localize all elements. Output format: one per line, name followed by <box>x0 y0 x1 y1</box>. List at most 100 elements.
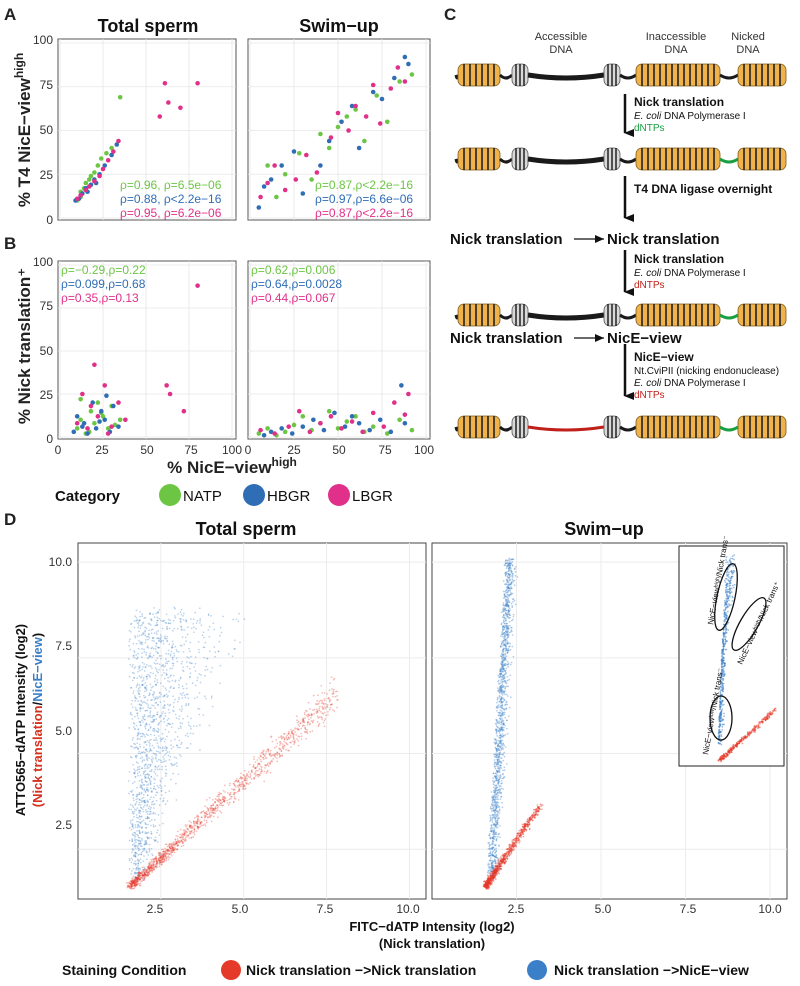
point-nick-nicev-swim <box>505 612 507 615</box>
point-nick-nick-total <box>161 856 163 859</box>
point-nick-nick-total <box>166 848 169 851</box>
point-nick-nicev-swim <box>502 722 505 725</box>
data-point-lbgr <box>102 383 108 388</box>
point-nick-nick-total <box>196 822 198 824</box>
point-nick-nick-total <box>185 830 187 832</box>
point-nick-nick-total <box>316 715 319 718</box>
point-nick-nicev-swim <box>501 726 504 729</box>
point-nick-nick-total <box>246 777 248 780</box>
point-nick-nicev-swim <box>496 709 498 712</box>
data-point-lbgr <box>318 420 323 426</box>
point-nick-nicev-total <box>196 619 199 622</box>
point-nick-nicev-swim <box>507 559 509 562</box>
data-point-natp <box>409 72 415 77</box>
data-point-natp <box>397 79 402 84</box>
point-nick-nick-total <box>187 828 189 831</box>
point-nick-nick-total <box>204 815 207 817</box>
point-nick-nicev-swim <box>490 873 492 876</box>
point-nick-nick-total <box>183 838 185 841</box>
point-nick-nick-total <box>134 879 137 882</box>
data-point-lbgr <box>74 196 80 202</box>
ytick-b-75: 75 <box>40 299 54 313</box>
point-nick-nicev-total <box>132 867 135 870</box>
point-nick-nicev-total <box>149 711 152 714</box>
point-nick-nicev-swim <box>495 754 498 756</box>
point-nick-nicev-total <box>133 626 136 629</box>
point-nick-nicev-swim <box>501 626 504 629</box>
point-nick-nick-total <box>323 699 326 702</box>
dna-linker <box>619 157 637 164</box>
point-nick-nicev-swim <box>497 866 500 868</box>
point-nick-nicev-total <box>146 767 148 770</box>
point-nick-nick-total <box>245 775 248 778</box>
point-nick-nicev-total <box>154 674 157 677</box>
point-nick-nick-total <box>233 784 236 787</box>
point-nick-nicev-swim <box>504 595 507 598</box>
point-nick-nicev-swim <box>499 764 502 767</box>
point-nick-nicev-swim <box>489 852 492 855</box>
point-nick-nick-total <box>133 879 136 882</box>
point-nick-nicev-swim <box>499 728 502 731</box>
point-nick-nick-total <box>307 721 309 723</box>
point-nick-nick-total <box>209 809 212 812</box>
point-nick-nicev-total <box>138 821 141 824</box>
point-nick-nicev-swim <box>501 710 503 713</box>
point-nick-nick-total <box>148 868 151 870</box>
point-nick-nicev-swim <box>499 705 501 708</box>
point-nick-nicev-swim <box>504 611 507 614</box>
point-nick-nicev-total <box>146 740 149 742</box>
point-nick-nicev-total <box>152 796 155 799</box>
point-nick-nick-total <box>197 817 199 820</box>
panel-b-total-stats: ρ=−0.29,ρ=0.22 ρ=0.099,ρ=0.68 ρ=0.35,ρ=0… <box>61 263 146 305</box>
point-nick-nicev-total <box>139 664 141 667</box>
point-nick-nick-total <box>274 753 277 755</box>
point-nick-nicev-swim <box>488 866 491 868</box>
point-nick-nick-total <box>260 768 263 771</box>
point-nick-nicev-swim <box>507 591 509 593</box>
point-nick-nicev-total <box>146 832 148 834</box>
point-nick-nicev-total <box>148 674 151 677</box>
point-nick-nicev-total <box>133 842 136 845</box>
point-nick-nicev-total <box>136 635 139 638</box>
point-nick-nicev-total <box>128 629 131 632</box>
point-nick-nicev-total <box>140 799 142 802</box>
point-nick-nicev-swim <box>506 599 509 602</box>
point-nick-nicev-swim <box>497 744 499 747</box>
point-nick-nick-total <box>168 853 171 855</box>
point-nick-nicev-total <box>133 871 136 874</box>
point-nick-nick-total <box>304 727 307 729</box>
point-nick-nicev-swim <box>493 804 496 807</box>
point-nick-nicev-swim <box>505 591 508 594</box>
point-nick-nicev-total <box>166 680 169 682</box>
point-nick-nicev-total <box>151 639 154 642</box>
point-nick-nicev-swim <box>506 572 509 575</box>
point-nick-nicev-total <box>186 661 188 663</box>
point-nick-nicev-total <box>155 645 157 647</box>
point-nick-nicev-swim <box>494 761 496 764</box>
point-nick-nicev-swim <box>512 598 515 601</box>
point-nick-nicev-swim <box>491 860 494 863</box>
point-nick-nicev-total <box>143 741 146 744</box>
point-nick-nick-total <box>237 786 239 788</box>
point-nick-nicev-total <box>145 627 148 630</box>
point-nick-nick-total <box>315 711 317 713</box>
point-nick-nicev-swim <box>491 837 494 839</box>
point-nick-nicev-swim <box>502 728 504 731</box>
point-nick-nicev-total <box>135 619 138 621</box>
step1-dntps: dNTPs <box>634 123 665 134</box>
point-nick-nicev-swim <box>506 562 509 565</box>
point-nick-nicev-total <box>157 765 160 768</box>
point-nick-nick-total <box>220 792 223 795</box>
point-nick-nicev-total <box>142 796 145 799</box>
point-nick-nicev-total <box>149 783 152 786</box>
point-nick-nicev-total <box>162 797 165 800</box>
point-nick-nicev-total <box>151 790 153 792</box>
point-nick-nick-total <box>309 708 311 710</box>
point-nick-nicev-swim <box>495 723 498 725</box>
point-nick-nicev-swim <box>508 620 511 623</box>
point-nick-nicev-total <box>146 773 149 775</box>
point-nick-nick-total <box>224 797 226 799</box>
data-point-lbgr <box>116 138 121 144</box>
point-nick-nick-total <box>189 825 192 828</box>
point-nick-nicev-total <box>134 855 137 857</box>
